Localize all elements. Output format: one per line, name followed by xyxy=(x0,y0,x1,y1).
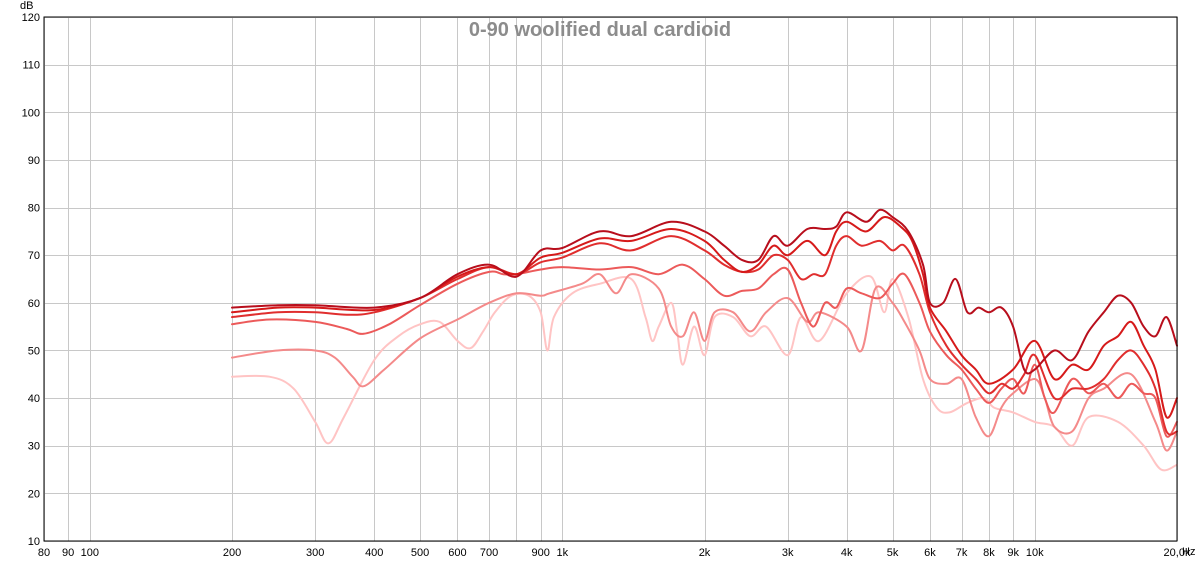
y-tick-labels: 10 20 30 40 50 60 70 80 90 100 110 120 xyxy=(22,12,40,548)
x-tick-labels: 80 90 100 200 300 400 500 600 700 900 1k 2k 3k 4k 5k 6k… xyxy=(38,547,1191,559)
x-axis-unit-label: Hz xyxy=(1182,546,1195,558)
x-tick-label: 2k xyxy=(699,547,711,559)
x-tick-label: 500 xyxy=(411,547,429,559)
y-axis-unit-label: dB xyxy=(20,0,33,12)
y-tick-label: 10 xyxy=(28,536,40,548)
series-line xyxy=(231,274,1178,472)
series-line xyxy=(231,208,1178,375)
x-tick-label: 8k xyxy=(983,547,995,559)
x-tick-label: 20,0k xyxy=(1164,547,1191,559)
x-tick-label: 100 xyxy=(81,547,99,559)
x-tick-label: 90 xyxy=(62,547,74,559)
x-tick-label: 9k xyxy=(1007,547,1019,559)
y-tick-label: 90 xyxy=(28,155,40,167)
series-line xyxy=(231,273,1178,452)
plot-frame xyxy=(43,16,1178,542)
y-tick-label: 30 xyxy=(28,441,40,453)
y-tick-label: 110 xyxy=(22,60,40,72)
y-tick-label: 60 xyxy=(28,298,40,310)
series-curves xyxy=(231,208,1178,472)
x-tick-label: 1k xyxy=(556,547,568,559)
x-tick-label: 4k xyxy=(841,547,853,559)
y-tick-label: 100 xyxy=(22,107,40,119)
y-tick-label: 20 xyxy=(28,488,40,500)
y-tick-label: 120 xyxy=(22,12,40,24)
x-tick-label: 6k xyxy=(924,547,936,559)
chart-title: 0-90 woolified dual cardioid xyxy=(469,19,731,41)
y-tick-label: 40 xyxy=(28,393,40,405)
x-tick-label: 80 xyxy=(38,547,50,559)
x-tick-label: 700 xyxy=(480,547,498,559)
x-tick-label: 5k xyxy=(887,547,899,559)
x-tick-label: 200 xyxy=(223,547,241,559)
x-tick-label: 600 xyxy=(448,547,466,559)
series-line xyxy=(231,263,1178,438)
x-tick-label: 7k xyxy=(956,547,968,559)
y-tick-label: 70 xyxy=(28,250,40,262)
x-tick-label: 400 xyxy=(365,547,383,559)
x-tick-label: 10k xyxy=(1026,547,1044,559)
y-tick-label: 50 xyxy=(28,345,40,357)
x-tick-label: 3k xyxy=(782,547,794,559)
y-tick-label: 80 xyxy=(28,203,40,215)
x-tick-label: 300 xyxy=(306,547,324,559)
x-tick-label: 900 xyxy=(531,547,549,559)
